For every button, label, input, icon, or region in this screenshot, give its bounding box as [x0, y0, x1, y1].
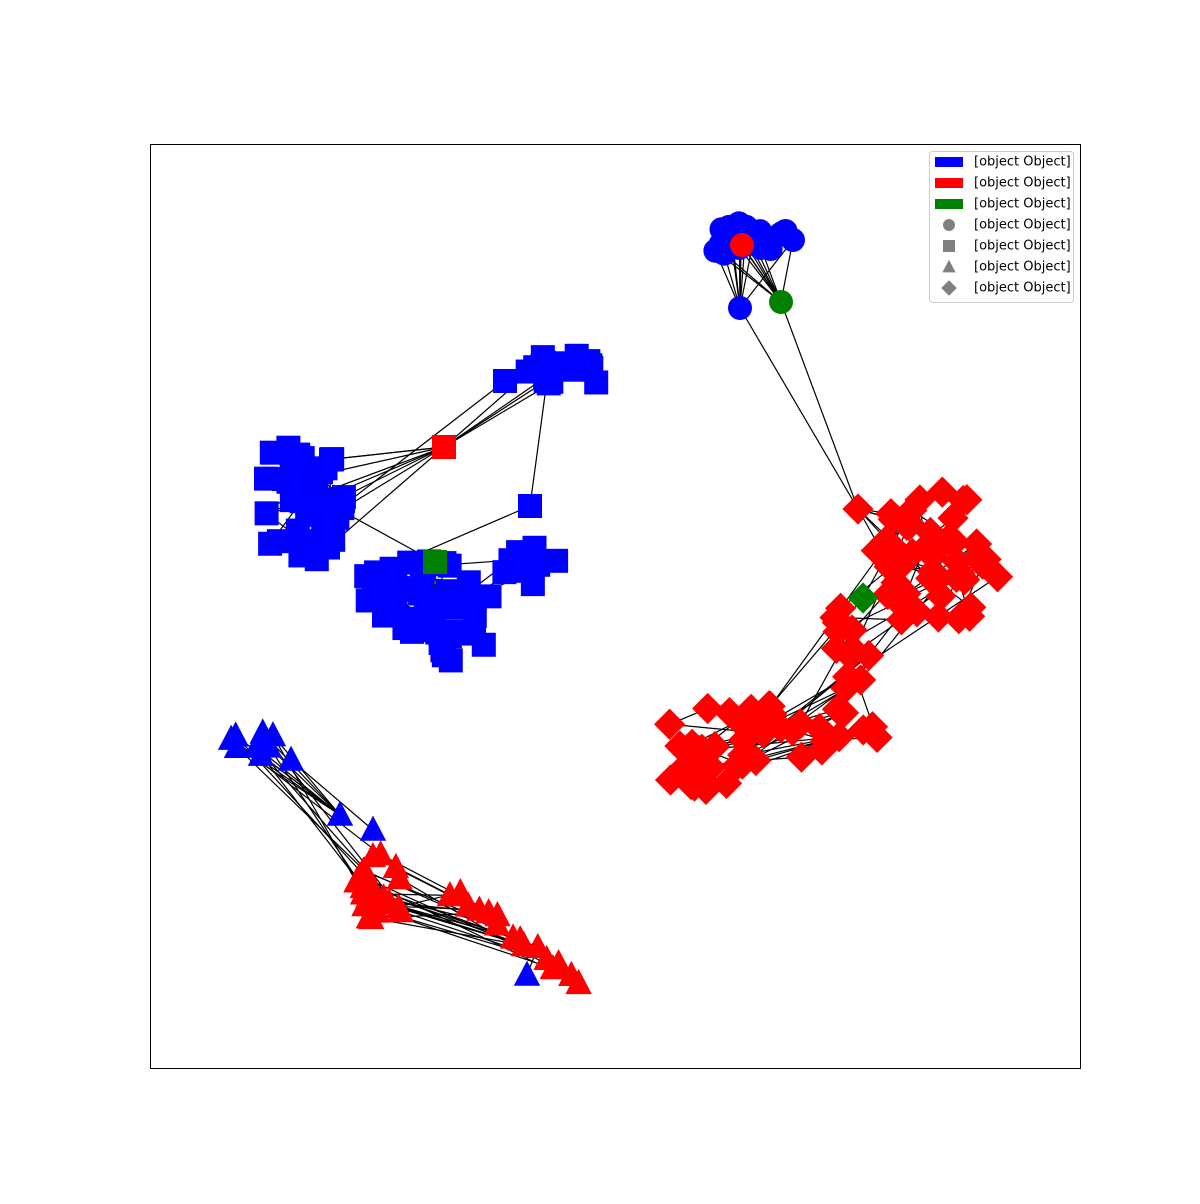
node — [400, 620, 424, 644]
node — [283, 446, 307, 470]
legend-label: [object Object] — [974, 281, 1071, 296]
node — [709, 232, 733, 256]
node — [472, 633, 496, 657]
node — [384, 587, 408, 611]
legend-label: [object Object] — [974, 176, 1071, 191]
node — [769, 290, 793, 314]
legend-marker — [943, 240, 955, 252]
legend-patch — [935, 199, 963, 209]
node — [439, 595, 463, 619]
legend: [object Object] [object Object] [object Ob… — [930, 152, 1074, 303]
legend-label: [object Object] — [974, 197, 1071, 212]
node — [584, 370, 608, 394]
node — [354, 564, 378, 588]
node — [332, 485, 356, 509]
node — [423, 550, 447, 574]
node — [565, 344, 589, 368]
node — [291, 529, 315, 553]
node — [727, 211, 751, 235]
legend-patch — [935, 157, 963, 167]
node — [313, 527, 337, 551]
node — [314, 456, 338, 480]
legend-label: [object Object] — [974, 155, 1071, 170]
node — [521, 572, 545, 596]
node — [539, 370, 563, 394]
legend-marker — [943, 219, 955, 231]
node — [518, 494, 542, 518]
legend-label: [object Object] — [974, 239, 1071, 254]
node — [728, 296, 752, 320]
node — [432, 435, 456, 459]
node — [544, 549, 568, 573]
node — [730, 233, 754, 257]
legend-patch — [935, 178, 963, 188]
node — [380, 557, 404, 581]
node — [757, 231, 781, 255]
legend-label: [object Object] — [974, 260, 1071, 275]
node — [493, 369, 517, 393]
node — [267, 529, 291, 553]
node — [325, 506, 349, 530]
node — [432, 643, 456, 667]
node — [254, 467, 278, 491]
node — [255, 501, 279, 525]
legend-label: [object Object] — [974, 218, 1071, 233]
node — [506, 540, 530, 564]
node — [417, 598, 441, 622]
